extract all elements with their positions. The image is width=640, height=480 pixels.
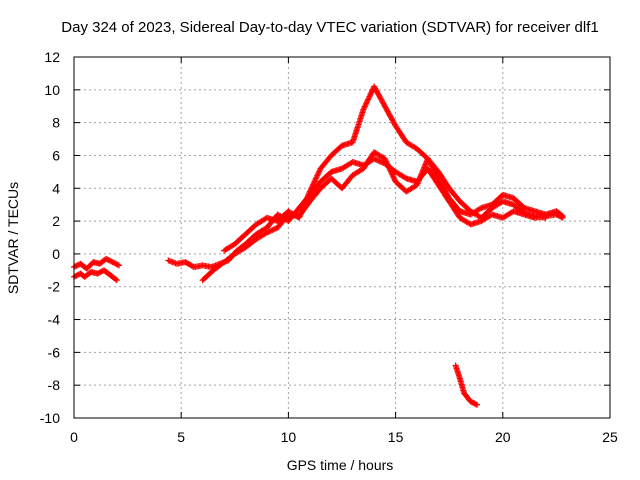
data-point (559, 213, 566, 220)
data-points (71, 83, 566, 408)
data-point (542, 214, 549, 221)
y-tick-label: 12 (44, 49, 60, 65)
x-tick-label: 15 (388, 429, 404, 445)
y-tick-label: -2 (48, 279, 61, 295)
data-point (375, 157, 382, 164)
data-point (272, 225, 278, 232)
y-tick-label: 8 (52, 115, 60, 131)
x-tick-label: 0 (70, 429, 78, 445)
chart-title: Day 324 of 2023, Sidereal Day-to-day VTE… (61, 19, 598, 36)
data-point (474, 401, 481, 408)
y-tick-label: 10 (44, 82, 60, 98)
data-point (265, 228, 272, 235)
data-point (270, 226, 277, 233)
x-axis-label: GPS time / hours (287, 457, 394, 473)
data-point (373, 156, 380, 163)
data-point (267, 227, 274, 234)
data-point (372, 156, 379, 163)
y-tick-label: -4 (48, 312, 61, 328)
y-tick-label: 2 (52, 213, 60, 229)
data-point (114, 261, 121, 268)
plot-frame (73, 56, 611, 419)
y-axis-label: SDTVAR / TECUs (5, 182, 21, 294)
x-tick-label: 25 (602, 429, 618, 445)
y-tick-label: 0 (52, 246, 60, 262)
grid-lines (74, 57, 610, 418)
y-tick-label: -8 (48, 377, 61, 393)
data-point (112, 276, 119, 283)
axis-ticks: 0 5 10 15 20 25 -10 -8 -6 -4 -2 0 2 4 6 8 10 12 (40, 49, 618, 445)
data-point (269, 227, 276, 234)
y-tick-label: 4 (52, 180, 60, 196)
data-point (477, 205, 484, 212)
data-point (472, 401, 479, 408)
data-point (113, 277, 120, 284)
data-point (558, 212, 565, 219)
data-point (376, 158, 383, 165)
y-tick-label: 6 (52, 147, 60, 163)
data-point (116, 262, 123, 269)
y-tick-label: -6 (48, 344, 61, 360)
y-tick-label: -10 (40, 410, 60, 426)
data-point (401, 174, 408, 181)
data-point (263, 229, 270, 236)
x-tick-label: 20 (495, 429, 511, 445)
x-tick-label: 5 (177, 429, 185, 445)
data-point (377, 158, 384, 165)
data-point (266, 228, 273, 235)
x-tick-label: 10 (281, 429, 297, 445)
data-point (379, 159, 386, 166)
